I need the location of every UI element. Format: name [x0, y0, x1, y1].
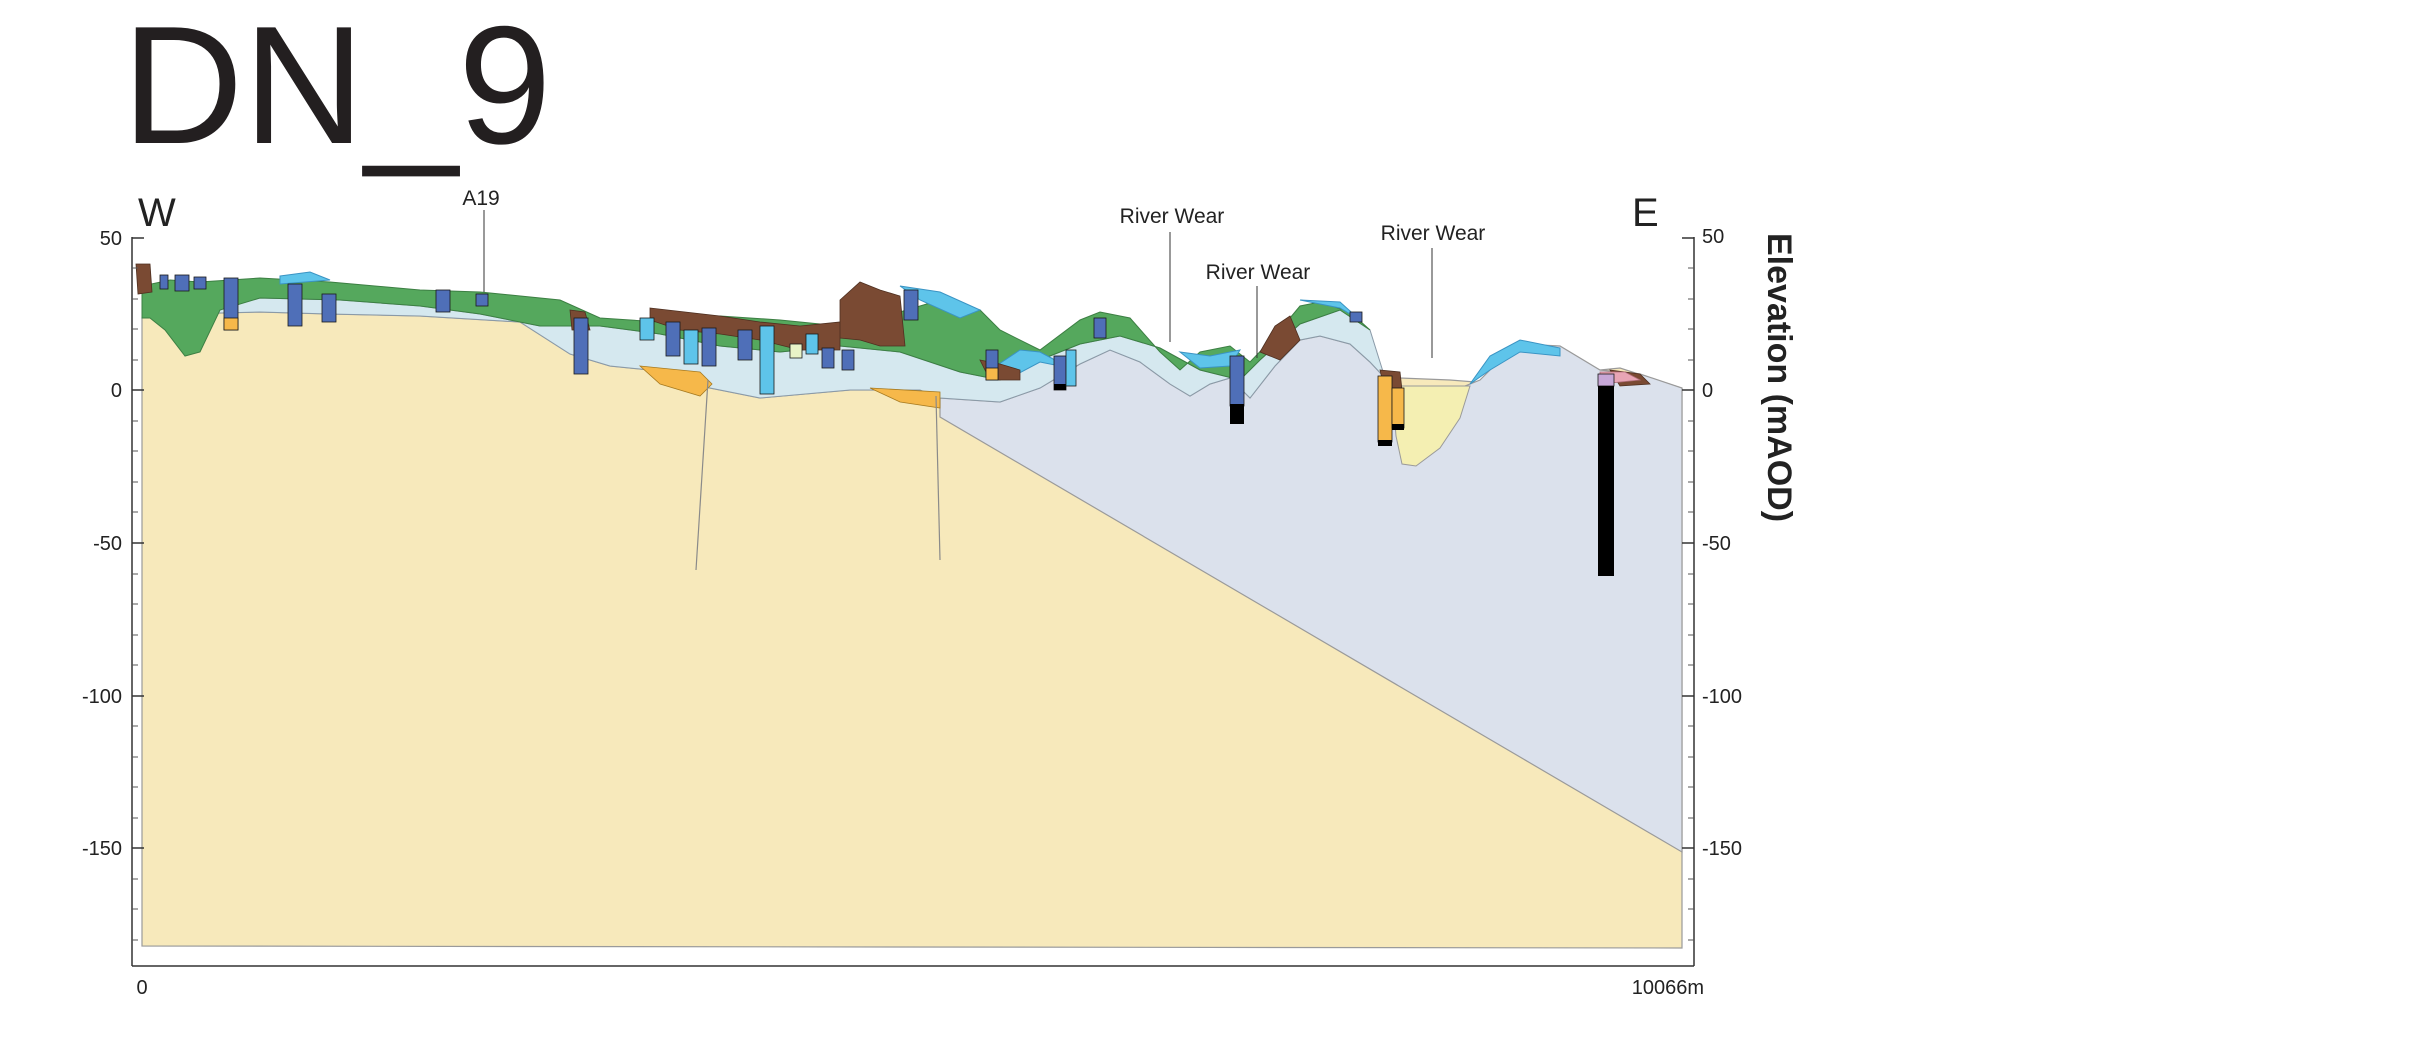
- fault-line-2: [935, 395, 941, 561]
- left-tick-label: -100: [82, 686, 122, 708]
- borehole: [701, 327, 717, 367]
- fault-line-1: [695, 379, 709, 571]
- annotation-river-wear-1: River Wear: [1120, 205, 1225, 228]
- right-tick-label: 0: [1702, 380, 1713, 402]
- annotation-a19: A19: [462, 187, 499, 210]
- channel-infill: [1391, 385, 1471, 467]
- borehole: [1392, 424, 1404, 430]
- borehole: [435, 289, 451, 313]
- x-end-label: 10066m: [1632, 977, 1704, 999]
- borehole: [789, 343, 803, 359]
- borehole: [1377, 375, 1393, 443]
- left-tick-label: -50: [93, 533, 122, 555]
- borehole: [805, 333, 819, 355]
- borehole: [683, 329, 699, 365]
- sand-gravel-lens-2: [869, 387, 941, 409]
- borehole: [841, 349, 855, 371]
- annotation-river-wear-3: River Wear: [1381, 222, 1486, 245]
- borehole: [1229, 355, 1245, 407]
- annotations: A19 River Wear River Wear River Wear: [462, 187, 1485, 358]
- borehole: [1093, 317, 1107, 339]
- borehole: [1349, 311, 1363, 323]
- section-title: DN_9: [122, 0, 552, 179]
- borehole: [475, 293, 489, 307]
- borehole: [903, 289, 919, 321]
- y-axis-title: Elevation (mAOD): [1760, 233, 1798, 522]
- right-minor-ticks: [1688, 267, 1694, 941]
- borehole: [193, 276, 207, 290]
- borehole: [821, 347, 835, 369]
- borehole: [1378, 440, 1392, 446]
- borehole: [759, 325, 775, 395]
- right-tick-label: -50: [1702, 533, 1731, 555]
- borehole: [737, 329, 753, 361]
- borehole: [321, 293, 337, 323]
- borehole: [1391, 387, 1405, 429]
- sand-gravel-lens-1: [638, 365, 713, 397]
- left-tick-label: 50: [100, 228, 122, 250]
- right-tick-label: -150: [1702, 838, 1742, 860]
- borehole: [1054, 384, 1066, 390]
- right-tick-label: 50: [1702, 226, 1724, 248]
- borehole: [1230, 404, 1244, 424]
- borehole: [223, 317, 239, 331]
- left-minor-ticks: [132, 267, 138, 941]
- borehole: [639, 317, 655, 341]
- borehole: [573, 317, 589, 375]
- boreholes: [159, 274, 1615, 576]
- borehole: [1065, 349, 1077, 387]
- borehole: [665, 321, 681, 357]
- borehole: [287, 283, 303, 327]
- borehole: [159, 274, 169, 290]
- borehole: [985, 367, 999, 381]
- left-tick-label: 0: [111, 380, 122, 402]
- left-axis: [131, 237, 144, 966]
- left-tick-label: -150: [82, 838, 122, 860]
- x-start-label: 0: [136, 977, 147, 999]
- right-tick-label: -100: [1702, 686, 1742, 708]
- west-label: W: [138, 191, 176, 235]
- borehole: [174, 274, 190, 292]
- deep-borehole: [1598, 386, 1614, 576]
- annotation-river-wear-2: River Wear: [1206, 261, 1311, 284]
- borehole: [1597, 373, 1615, 387]
- right-axis: [1682, 237, 1695, 966]
- east-label: E: [1632, 191, 1659, 235]
